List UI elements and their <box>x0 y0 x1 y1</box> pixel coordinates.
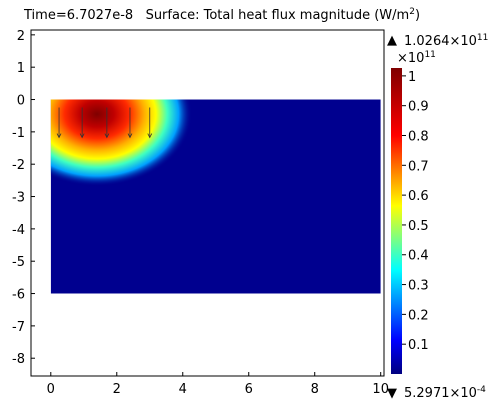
y-tick-label: -1 <box>12 126 25 141</box>
colorbar-tick-label: 0.7 <box>408 159 429 174</box>
x-tick-label: 8 <box>311 382 319 397</box>
plot-title: Time=6.7027e-8 Surface: Total heat flux … <box>23 7 420 23</box>
colorbar-tick-label: 0.6 <box>408 189 429 204</box>
colorbar-ticks: 1 0.9 0.8 0.7 0.6 0.5 0.4 0.3 0.2 0.1 <box>402 70 429 353</box>
y-tick-label: -7 <box>12 320 25 335</box>
plot-frame <box>30 29 385 377</box>
colorbar-tick-label: 0.2 <box>408 308 429 323</box>
y-tick-label: -5 <box>12 255 25 270</box>
colorbar-tick-label: 0.4 <box>408 249 429 264</box>
flux-arrows <box>56 107 153 139</box>
y-tick-label: -2 <box>12 158 25 173</box>
colorbar-tick-label: 0.3 <box>408 279 429 294</box>
max-triangle-icon: ▲ <box>387 33 397 48</box>
colorbar-tick-label: 0.1 <box>408 338 429 353</box>
colorbar-max-label: 1.0264×1011 <box>404 33 488 49</box>
x-tick-label: 2 <box>113 382 121 397</box>
min-triangle-icon: ▼ <box>387 386 397 400</box>
colorbar: ▲ 1.0264×1011 ×1011 1 0.9 0.8 0.7 0.6 0.5 0.4 0… <box>387 33 488 400</box>
y-tick-label: 0 <box>17 94 25 109</box>
x-tick-label: 4 <box>179 382 187 397</box>
x-tick-label: 6 <box>245 382 253 397</box>
colorbar-tick-label: 0.9 <box>408 100 429 115</box>
y-tick-label: 2 <box>17 29 25 44</box>
y-tick-label: 1 <box>17 61 25 76</box>
y-tick-label: -3 <box>12 191 25 206</box>
colorbar-multiplier: ×1011 <box>397 50 436 66</box>
flux-arrowhead <box>56 133 62 139</box>
colorbar-tick-label: 1 <box>408 70 416 85</box>
y-tick-label: -6 <box>12 288 25 303</box>
flux-arrowhead <box>79 133 85 139</box>
flux-arrowhead <box>127 133 133 139</box>
y-axis: 2 1 0 -1 -2 -3 -4 -5 -6 -7 -8 <box>12 29 35 367</box>
domain-group <box>50 99 381 294</box>
hot-region <box>50 99 192 187</box>
colorbar-gradient <box>391 68 402 374</box>
colorbar-tick-label: 0.5 <box>408 219 429 234</box>
colorbar-tick-label: 0.8 <box>408 129 429 144</box>
flux-arrowhead <box>104 133 110 139</box>
colorbar-min-label: 5.2971×10-4 <box>404 385 486 400</box>
x-tick-label: 0 <box>47 382 55 397</box>
y-tick-label: -4 <box>12 223 25 238</box>
x-axis: 0 2 4 6 8 10 <box>47 372 389 397</box>
flux-arrowhead <box>147 133 153 139</box>
y-tick-label: -8 <box>12 352 25 367</box>
x-tick-label: 10 <box>372 382 389 397</box>
